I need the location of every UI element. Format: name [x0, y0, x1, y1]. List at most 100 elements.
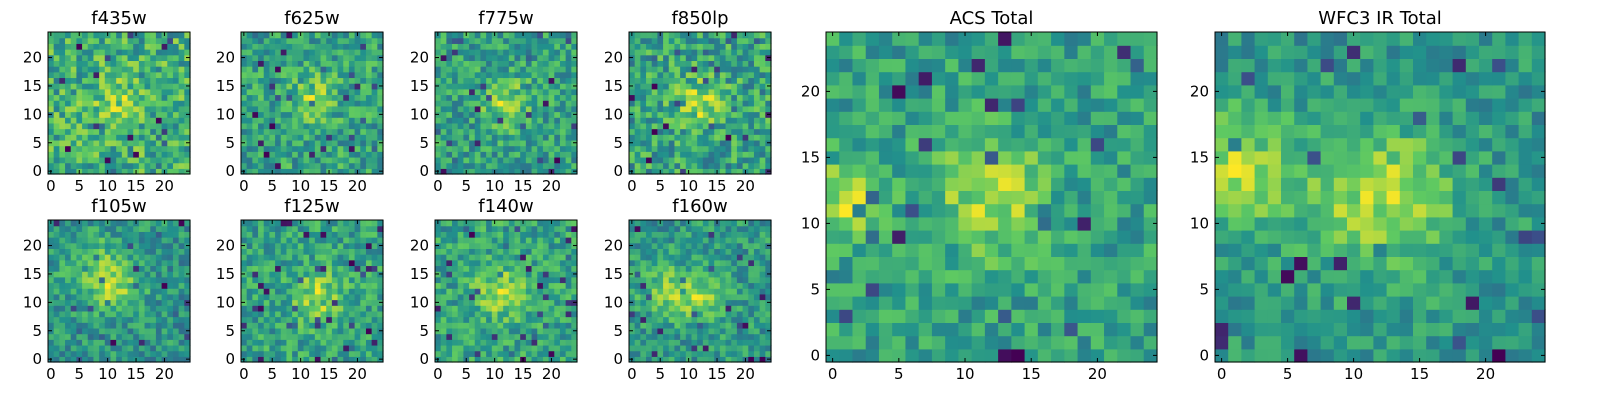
heatmap-cell	[303, 322, 310, 329]
heatmap-cell	[99, 310, 106, 318]
heatmap-cell	[246, 322, 253, 329]
heatmap-cell	[65, 276, 72, 284]
heatmap-cell	[725, 156, 732, 164]
heatmap-cell	[150, 339, 157, 346]
heatmap-cell	[531, 231, 538, 238]
heatmap-cell	[155, 105, 163, 113]
heatmap-cell	[748, 139, 755, 147]
heatmap-cell	[252, 248, 259, 255]
heatmap-cell	[53, 327, 60, 335]
heatmap-cell	[320, 327, 327, 335]
heatmap-cell	[286, 225, 293, 232]
heatmap-cell	[252, 43, 259, 50]
heatmap-cell	[263, 299, 270, 306]
heatmap-cell	[138, 54, 146, 61]
heatmap-cell	[565, 88, 572, 96]
heatmap-cell	[76, 100, 83, 107]
heatmap-cell	[178, 139, 185, 147]
heatmap-cell	[542, 356, 550, 363]
heatmap-cell	[680, 77, 687, 84]
heatmap-cell	[525, 265, 533, 272]
heatmap-cell	[457, 134, 464, 141]
heatmap-cell	[640, 117, 647, 124]
heatmap-cell	[116, 237, 123, 244]
heatmap-cell	[269, 66, 276, 73]
heatmap-cell	[651, 168, 658, 175]
heatmap-cell	[708, 111, 715, 118]
heatmap-cell	[76, 344, 83, 352]
heatmap-cell	[184, 162, 191, 169]
heatmap-cell	[93, 156, 100, 164]
heatmap-cell	[292, 139, 299, 147]
heatmap-cell	[331, 100, 339, 107]
heatmap-cell	[326, 100, 333, 107]
heatmap-cell	[548, 299, 555, 306]
heatmap-cell	[634, 60, 641, 67]
heatmap-cell	[93, 111, 100, 118]
heatmap-cell	[674, 145, 681, 152]
heatmap-cell	[469, 111, 476, 118]
heatmap-cell	[531, 145, 538, 152]
heatmap-cell	[486, 350, 493, 357]
heatmap-cell	[263, 231, 270, 238]
heatmap-cell	[691, 356, 698, 363]
heatmap-cell	[435, 254, 442, 261]
heatmap-cell	[309, 282, 316, 289]
heatmap-cell	[731, 145, 738, 152]
heatmap-cell	[537, 316, 544, 323]
heatmap-cell	[748, 71, 755, 79]
heatmap-cell	[343, 259, 350, 267]
heatmap-cell	[668, 276, 676, 284]
heatmap-cell	[537, 293, 544, 301]
heatmap-cell	[53, 299, 60, 306]
heatmap-cell	[491, 259, 499, 267]
heatmap-cell	[554, 100, 561, 107]
heatmap-cell	[348, 299, 356, 306]
heatmap-cell	[457, 265, 464, 272]
heatmap-cell	[65, 271, 72, 278]
heatmap-cell	[685, 282, 693, 289]
heatmap-cell	[446, 339, 453, 346]
heatmap-cell	[155, 60, 163, 67]
heatmap-cell	[759, 60, 766, 67]
heatmap-cell	[326, 225, 333, 232]
heatmap-cell	[571, 100, 578, 107]
heatmap-cell	[246, 220, 253, 227]
heatmap-cell	[121, 49, 129, 56]
heatmap-cell	[742, 60, 749, 67]
heatmap-cell	[753, 282, 761, 289]
heatmap-cell	[742, 49, 749, 56]
heatmap-cell	[446, 88, 453, 96]
heatmap-cell	[303, 32, 310, 39]
heatmap-cell	[184, 37, 191, 44]
heatmap-cell	[178, 94, 185, 101]
heatmap-cell	[297, 322, 305, 329]
heatmap-cell	[537, 242, 544, 249]
heatmap-cell	[680, 344, 687, 352]
heatmap-cell	[116, 32, 123, 39]
heatmap-cell	[309, 94, 316, 101]
heatmap-cell	[354, 254, 361, 261]
heatmap-cell	[486, 37, 493, 44]
heatmap-cell	[309, 231, 316, 238]
heatmap-cell	[663, 310, 670, 318]
heatmap-cell	[753, 156, 761, 164]
heatmap-cell	[343, 248, 350, 255]
heatmap-cell	[155, 339, 163, 346]
heatmap-cell	[469, 168, 476, 175]
heatmap-cell	[731, 88, 738, 96]
heatmap-cell	[150, 248, 157, 255]
heatmap-cell	[348, 100, 356, 107]
heatmap-cell	[663, 151, 670, 158]
heatmap-cell	[286, 71, 293, 79]
heatmap-cell	[748, 83, 755, 90]
heatmap-cell	[53, 100, 60, 107]
heatmap-cell	[640, 156, 647, 164]
heatmap-cell	[531, 248, 538, 255]
heatmap-cell	[354, 134, 361, 141]
heatmap-cell	[680, 88, 687, 96]
heatmap-cell	[360, 231, 367, 238]
heatmap-cell	[697, 350, 704, 357]
heatmap-cell	[463, 271, 470, 278]
heatmap-cell	[542, 111, 550, 118]
